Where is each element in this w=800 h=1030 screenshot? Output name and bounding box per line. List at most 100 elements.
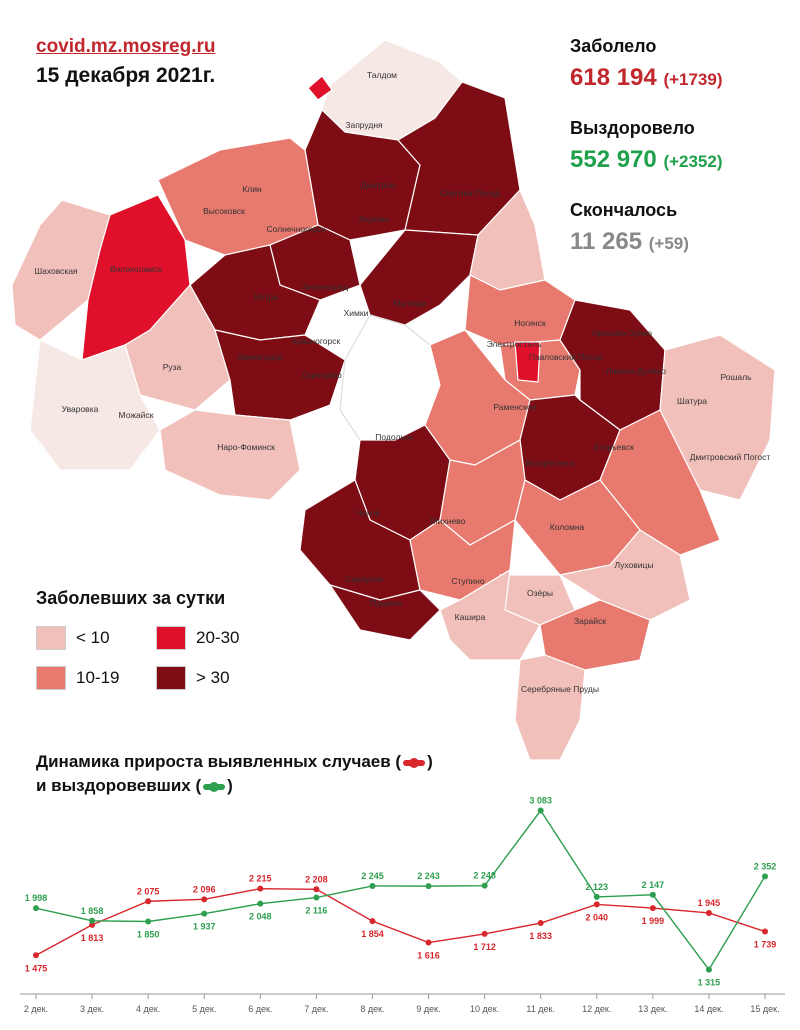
legend-swatch [156, 626, 186, 650]
recovered-point [705, 966, 712, 973]
place-label: Шатура [677, 396, 707, 406]
place-label: Зеленоград [302, 282, 348, 292]
recovered-line-icon [203, 781, 226, 792]
x-tick-label: 2 дек. [24, 1004, 48, 1014]
x-tick-label: 12 дек. [582, 1004, 611, 1014]
cases-line-icon [403, 757, 426, 768]
map-labels: Талдом Запрудня Дмитров Сергиев Посад Кл… [34, 70, 770, 694]
legend-title: Заболевших за сутки [36, 588, 226, 608]
recovered-value-label: 1 937 [193, 922, 216, 932]
place-label: Высоковск [203, 206, 245, 216]
place-label: Орехово-Зуево [592, 328, 652, 338]
place-label: Подольск [375, 432, 413, 442]
cases-point [257, 885, 264, 892]
cases-value-label: 2 215 [249, 874, 272, 884]
place-label: Руза [163, 362, 182, 372]
x-tick-label: 3 дек. [80, 1004, 104, 1014]
cases-point [481, 930, 488, 937]
recovered-value-label: 2 245 [361, 871, 384, 881]
cases-value-label: 1 813 [81, 933, 104, 943]
cases-value-label: 2 040 [586, 912, 609, 922]
site-link[interactable]: covid.mz.mosreg.ru [36, 36, 216, 57]
recovered-point [369, 882, 376, 889]
place-label: Луховицы [614, 560, 653, 570]
place-label: Одинцово [302, 370, 342, 380]
recovered-value-label: 2 123 [586, 882, 609, 892]
legend-label: > 30 [196, 668, 230, 687]
deceased-label: Скончалось [570, 200, 678, 220]
legend-swatch [156, 666, 186, 690]
region-map: Талдом Запрудня Дмитров Сергиев Посад Кл… [11, 39, 776, 760]
cases-value-label: 2 075 [137, 886, 160, 896]
district-taldom-corner [307, 75, 333, 101]
x-tick-label: 11 дек. [526, 1004, 555, 1014]
cases-point [425, 939, 432, 946]
place-label: Шаховская [34, 266, 78, 276]
recovered-value-label: 2 352 [754, 861, 777, 871]
recovered-point [593, 893, 600, 900]
dynamics-title-line1: Динамика прироста выявленных случаев ( [36, 752, 402, 771]
recovered-point [481, 882, 488, 889]
dynamics-title-line2-end: ) [227, 776, 233, 795]
cases-point [537, 920, 544, 927]
x-tick-label: 4 дек. [136, 1004, 160, 1014]
x-tick-label: 9 дек. [416, 1004, 440, 1014]
legend-item: > 30 [156, 666, 230, 690]
report-date: 15 декабря 2021г. [36, 64, 216, 87]
cases-value-label: 1 616 [417, 951, 440, 961]
recovered-total: 552 970 [570, 146, 657, 173]
cases-point [649, 905, 656, 912]
cases-value-label: 1 475 [25, 963, 48, 973]
place-label: Можайск [119, 410, 154, 420]
recovered-point [313, 894, 320, 901]
cases-point [593, 901, 600, 908]
legend-swatch [36, 666, 66, 690]
deceased-total: 11 265 [570, 228, 643, 255]
x-tick-label: 8 дек. [360, 1004, 384, 1014]
infected-value: 618 194 (+1739) [570, 64, 723, 92]
recovered-value-label: 2 116 [305, 906, 327, 916]
recovered-point [762, 873, 768, 880]
place-label: Наро-Фоминск [217, 442, 275, 452]
infected-delta: (+1739) [663, 70, 723, 89]
place-label: Мытищи [393, 298, 427, 308]
place-label: Рошаль [721, 372, 753, 382]
recovered-point [33, 905, 39, 912]
place-label: Яхрома [359, 214, 390, 224]
recovered-point [145, 918, 152, 925]
place-label: Ликино-Дулёво [606, 366, 666, 376]
x-tick-label: 14 дек. [694, 1004, 723, 1014]
x-tick-label: 13 дек. [638, 1004, 667, 1014]
recovered-value-label: 1 998 [25, 893, 48, 903]
cases-value-label: 2 096 [193, 884, 216, 894]
x-tick-label: 15 дек. [750, 1004, 779, 1014]
place-label: Ступино [451, 576, 484, 586]
x-tick-label: 5 дек. [192, 1004, 216, 1014]
recovered-value-label: 1 850 [137, 930, 160, 940]
place-label: Красногорск [292, 336, 341, 346]
place-label: Серпухов [345, 574, 383, 584]
legend-item: < 10 [36, 626, 110, 650]
place-label: Егорьевск [594, 442, 634, 452]
dynamics-title: Динамика прироста выявленных случаев () … [36, 750, 433, 798]
recovered-value-label: 2 048 [249, 912, 272, 922]
district-serebryanye-prudy [514, 654, 586, 760]
recovered-line [35, 809, 766, 971]
place-label: Пущино [370, 598, 402, 608]
deceased-delta: (+59) [648, 234, 689, 253]
cases-value-label: 1 945 [698, 898, 721, 908]
place-label: Химки [344, 308, 369, 318]
place-label: Истра [254, 292, 278, 302]
dynamics-chart: 2 дек. 3 дек. 4 дек. 5 дек. 6 дек. 7 дек. 8 де… [20, 796, 785, 1014]
place-label: Воскресенск [525, 458, 575, 468]
place-label: Озёры [527, 588, 553, 598]
recovered-value-label: 3 083 [529, 796, 552, 806]
recovered-value-label: 2 248 [473, 871, 496, 881]
place-label: Сергиев Посад [440, 188, 500, 198]
place-label: Клин [242, 184, 262, 194]
cases-value-label: 1 712 [473, 942, 496, 952]
place-label: Волоколамск [110, 264, 162, 274]
place-label: Солнечногорск [267, 224, 326, 234]
cases-point [369, 918, 376, 925]
cases-point [201, 896, 208, 903]
